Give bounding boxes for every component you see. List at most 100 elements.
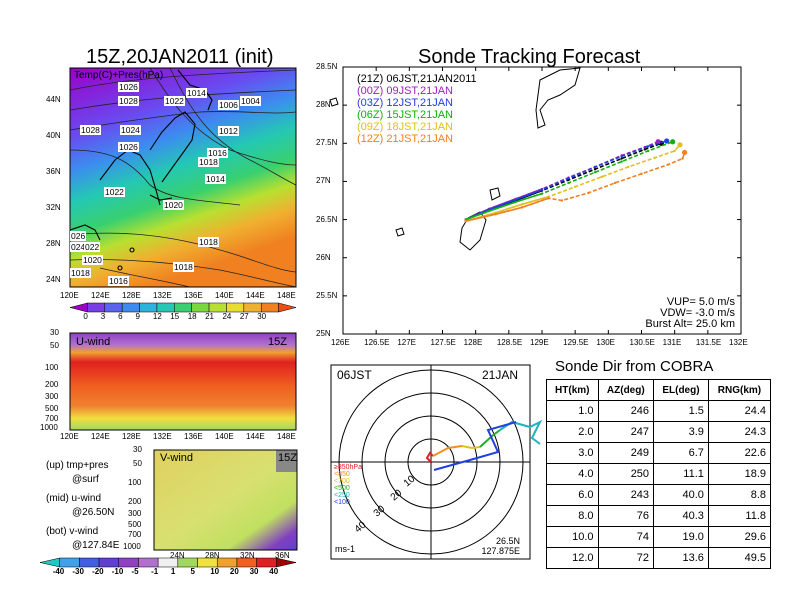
track-point [560, 199, 564, 202]
table-row: 4.0 250 11.1 18.9 [546, 463, 772, 485]
map-lon-tick: 140E [215, 291, 234, 300]
track-series-ascent [465, 197, 549, 222]
hodo-trace [432, 445, 463, 457]
track-point [593, 165, 597, 169]
table-cell: 19.0 [653, 526, 709, 548]
wind-colorbar [39, 557, 297, 568]
temp-colorbar-label: 27 [239, 312, 249, 321]
table-row: 10.0 74 19.0 29.6 [546, 526, 772, 548]
track-x-tick: 131.5E [695, 338, 722, 347]
isobar-label: 1018 [70, 268, 91, 278]
track-point [673, 149, 676, 153]
isobar-label: 1006 [218, 100, 239, 110]
map-lon-tick: 120E [60, 291, 79, 300]
wind-colorbar-label: -40 [52, 567, 65, 576]
wind-colorbar-label: -20 [92, 567, 104, 576]
track-point [593, 168, 597, 171]
table-cell: 49.5 [707, 547, 772, 569]
temp-colorbar-cell [278, 302, 297, 313]
table-row: 3.0 249 6.7 22.6 [546, 442, 772, 464]
track-point [666, 163, 670, 166]
vwind-y-tick: 300 [128, 509, 142, 518]
vwind-time: 15Z [278, 452, 297, 464]
table-cell: 8.8 [707, 484, 772, 506]
temp-colorbar-label: 21 [205, 312, 214, 321]
hodo-lat: 26.5N [495, 536, 520, 546]
track-point [600, 175, 603, 179]
wind-colorbar-label: -5 [131, 567, 139, 576]
map-lon-tick: 128E [122, 291, 141, 300]
vwind-y-tick: 700 [128, 530, 142, 539]
table-cell: 72 [597, 547, 655, 569]
uwind-x-tick: 140E [215, 432, 234, 441]
vwind-x-tick: 36N [275, 551, 290, 560]
island-coast [395, 227, 405, 237]
wind-colorbar-label: -30 [72, 567, 84, 576]
wind-colorbar-label: 1 [170, 567, 176, 576]
track-point [646, 149, 650, 153]
map-lat-tick: 36N [46, 167, 61, 176]
temp-colorbar-label: 24 [222, 312, 232, 321]
isobar-label: 024 [70, 242, 87, 252]
uwind-label: U-wind [76, 336, 111, 348]
wind-colorbar-label: -10 [111, 567, 124, 576]
table-cell: 249 [597, 442, 655, 464]
wind-colorbar-label: 10 [210, 567, 220, 576]
sonde-dir-header-cell: HT(km) [546, 379, 599, 401]
vwind-y-tick: 100 [128, 478, 142, 487]
table-cell: 11.1 [653, 463, 709, 485]
map-field-label: Temp(C)+Pres(hPa) [74, 70, 164, 81]
track-y-tick: 26.5N [316, 214, 338, 224]
track-point [514, 200, 517, 204]
isobar-label: 1022 [104, 187, 125, 197]
hodo-date: 21JAN [482, 368, 519, 382]
track-x-tick: 129E [530, 338, 549, 347]
isobar-label: 1018 [173, 262, 194, 272]
track-y-tick: 25.5N [316, 290, 338, 300]
track-point [520, 203, 524, 206]
table-cell: 243 [597, 484, 655, 506]
uwind-y-tick: 30 [50, 328, 59, 337]
wind-colorbar-label: 5 [190, 567, 195, 576]
island-coast [489, 187, 501, 201]
map-lon-tick: 132E [153, 291, 172, 300]
track-legend-item: (12Z) 21JST,21JAN [357, 133, 453, 145]
wind-colorbar-label: 30 [249, 567, 259, 576]
temp-colorbar-label: 12 [152, 312, 162, 321]
isobar-label: 1028 [118, 96, 139, 106]
table-cell: 10.0 [546, 526, 599, 548]
track-legend-item: (06Z) 15JST,21JAN [357, 109, 453, 121]
track-y-tick: 28.5N [316, 62, 338, 71]
hodo-trace [425, 451, 434, 463]
track-x-tick: 126E [331, 338, 350, 347]
isobar-label: 022 [84, 242, 101, 252]
track-x-tick: 126.5E [364, 338, 390, 347]
table-cell: 74 [597, 526, 655, 548]
table-row: 2.0 247 3.9 24.3 [546, 421, 772, 443]
uwind-x-tick: 148E [277, 432, 296, 441]
track-point [514, 198, 517, 201]
table-cell: 24.4 [707, 400, 772, 422]
track-x-tick: 128.5E [496, 338, 523, 347]
track-point [620, 160, 623, 163]
uwind-y-tick: 700 [45, 414, 59, 423]
track-point [664, 138, 670, 144]
uwind-y-tick: 100 [45, 363, 59, 372]
track-point [681, 157, 684, 160]
table-cell: 22.6 [707, 442, 772, 464]
sonde-dir-table: HT(km) AZ(deg) EL(deg) RNG(km) 1.0 246 1.5 24.4… [546, 379, 772, 569]
track-point [620, 155, 623, 158]
hodo-legend-item: <850 [334, 471, 350, 478]
sonde-dir-title: Sonde Dir from COBRA [555, 358, 714, 375]
temp-colorbar-label: 30 [257, 312, 267, 321]
isobar-label: 1004 [240, 96, 261, 106]
track-x-tick: 132E [729, 338, 748, 347]
isobar-label: 1018 [198, 157, 219, 167]
track-point [682, 149, 688, 156]
temp-colorbar-label: 0 [83, 312, 88, 321]
track-point [593, 171, 597, 174]
note-head: (mid) u-wind [46, 493, 102, 504]
table-row: 6.0 243 40.0 8.8 [546, 484, 772, 506]
uwind-field [70, 333, 296, 430]
